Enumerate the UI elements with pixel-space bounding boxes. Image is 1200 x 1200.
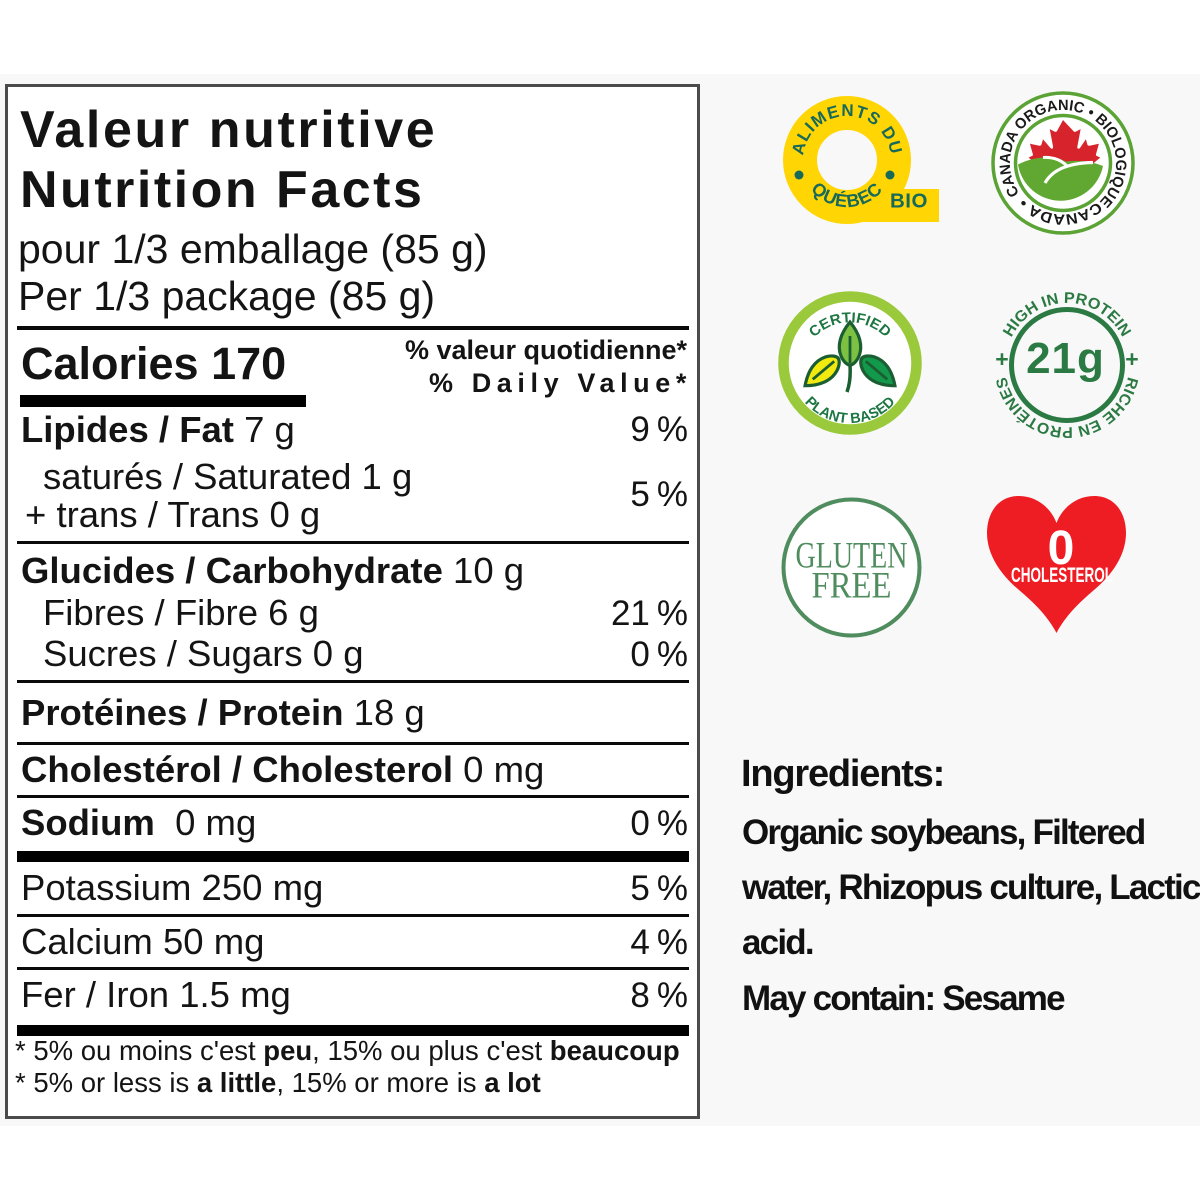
svg-text:21g: 21g [1026,334,1105,383]
svg-text:GLUTEN: GLUTEN [796,536,908,577]
svg-text:+: + [1125,346,1138,372]
svg-text:FREE: FREE [812,566,892,607]
svg-text:0: 0 [1048,522,1075,575]
svg-text:CHOLESTEROL: CHOLESTEROL [1011,564,1113,587]
svg-text:+: + [995,346,1008,372]
svg-text:BIO: BIO [890,190,928,213]
